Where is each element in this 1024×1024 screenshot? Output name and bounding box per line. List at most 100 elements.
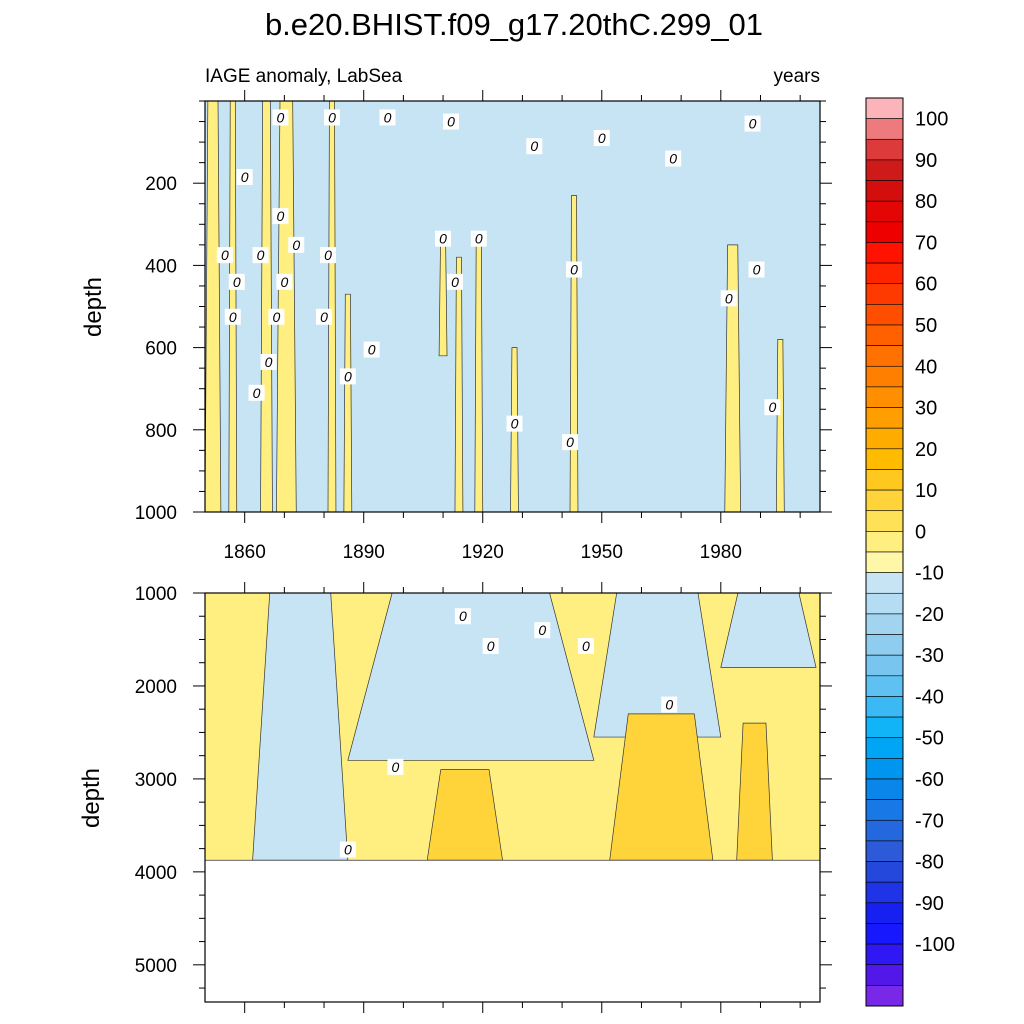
contour-label: 0	[487, 638, 495, 654]
contour-label-box	[363, 341, 380, 358]
colorbar-label: 80	[915, 191, 937, 213]
colorbar-swatch	[865, 345, 904, 367]
colorbar: 1009080706050403020100-10-20-30-40-50-60…	[865, 97, 955, 1007]
upper-y-axis-label: depth	[80, 277, 107, 337]
colorbar-label: -100	[915, 934, 955, 956]
contour-label-box	[339, 368, 356, 385]
contour-label-box	[748, 261, 765, 278]
colorbar-label: -40	[915, 686, 944, 708]
lower-y-axis-label: depth	[78, 768, 105, 828]
y-tick-label: 1000	[135, 584, 177, 605]
contour-label: 0	[538, 622, 546, 638]
contour-label-box	[320, 247, 336, 264]
contour-label: 0	[451, 274, 459, 290]
colorbar-label: 40	[915, 356, 937, 378]
colorbar-swatch	[865, 985, 904, 1007]
chart-title: b.e20.BHIST.f09_g17.20thC.299_01	[265, 7, 763, 42]
contour-region	[776, 339, 785, 513]
contour-label-box	[482, 637, 499, 654]
colorbar-swatch	[865, 613, 904, 635]
contour-label: 0	[530, 138, 538, 154]
contour-label-box	[216, 247, 233, 264]
colorbar-swatch	[865, 283, 904, 305]
contour-label-box	[316, 308, 333, 325]
contour-label: 0	[253, 385, 261, 401]
y-tick-label: 5000	[135, 956, 177, 977]
contour-label-box	[593, 129, 610, 146]
colorbar-swatch	[865, 923, 904, 945]
contour-region	[720, 592, 817, 668]
contour-label-box	[260, 353, 277, 370]
colorbar-swatch	[865, 592, 904, 615]
contour-label-box	[236, 169, 253, 186]
colorbar-swatch	[865, 510, 904, 532]
contour-label: 0	[257, 247, 265, 263]
colorbar-swatch	[865, 97, 904, 119]
colorbar-swatch	[865, 407, 904, 429]
contour-region	[426, 769, 503, 861]
colorbar-swatch	[865, 221, 904, 243]
colorbar-swatch	[865, 386, 904, 408]
contour-label-box	[566, 261, 582, 278]
x-tick-label: 1860	[224, 542, 266, 563]
contour-region	[609, 713, 714, 861]
contour-label-box	[272, 109, 289, 126]
contour-label: 0	[273, 309, 281, 325]
colorbar-label: -30	[915, 645, 944, 667]
contour-label-box	[387, 758, 404, 775]
colorbar-label: 0	[915, 521, 926, 543]
x-tick-label: 1920	[462, 542, 504, 563]
colorbar-swatch	[865, 758, 904, 780]
colorbar-swatch	[865, 200, 904, 223]
contour-label: 0	[221, 247, 229, 263]
contour-region	[569, 195, 579, 513]
colorbar-swatch	[865, 138, 904, 161]
colorbar-swatch	[865, 964, 904, 986]
contour-label-box	[720, 290, 737, 307]
contour-label-box	[470, 230, 487, 247]
colorbar-label: -80	[915, 852, 944, 874]
contour-label: 0	[368, 342, 376, 358]
colorbar-swatch	[865, 819, 904, 842]
contour-label-box	[252, 247, 269, 264]
colorbar-swatch	[865, 180, 904, 202]
contour-label: 0	[265, 354, 273, 370]
colorbar-swatch	[865, 737, 904, 759]
colorbar-swatch	[865, 716, 904, 739]
plot-frame	[204, 592, 821, 1003]
contour-label: 0	[280, 274, 288, 290]
colorbar-swatch	[865, 943, 904, 966]
colorbar-label: 60	[915, 274, 937, 296]
contour-label: 0	[229, 309, 237, 325]
contour-label: 0	[320, 309, 328, 325]
y-tick-label: 200	[145, 174, 177, 195]
contour-region	[228, 100, 238, 513]
y-tick-label: 400	[145, 256, 177, 277]
y-tick-label: 3000	[135, 770, 177, 791]
colorbar-swatch	[865, 634, 904, 656]
colorbar-label: -90	[915, 893, 944, 915]
contour-label-box	[454, 608, 471, 625]
colorbar-label: -50	[915, 728, 944, 750]
colorbar-swatch	[865, 262, 904, 285]
colorbar-swatch	[865, 675, 904, 697]
contour-region	[252, 592, 349, 861]
contour-label: 0	[439, 231, 447, 247]
colorbar-frame	[865, 97, 904, 1007]
contour-label: 0	[725, 290, 733, 306]
colorbar-swatch	[865, 778, 904, 800]
contour-label: 0	[749, 116, 757, 132]
contour-label-box	[228, 273, 245, 290]
contour-label: 0	[753, 262, 761, 278]
x-tick-label: 1980	[700, 542, 742, 563]
contour-region	[454, 256, 464, 513]
contour-label: 0	[344, 368, 352, 384]
contour-label-box	[534, 622, 551, 639]
contour-label-box	[339, 841, 356, 858]
colorbar-label: -20	[915, 604, 944, 626]
contour-region	[327, 100, 337, 513]
x-tick-label: 1950	[581, 542, 623, 563]
contour-label-box	[665, 150, 682, 167]
contour-label: 0	[324, 247, 332, 263]
